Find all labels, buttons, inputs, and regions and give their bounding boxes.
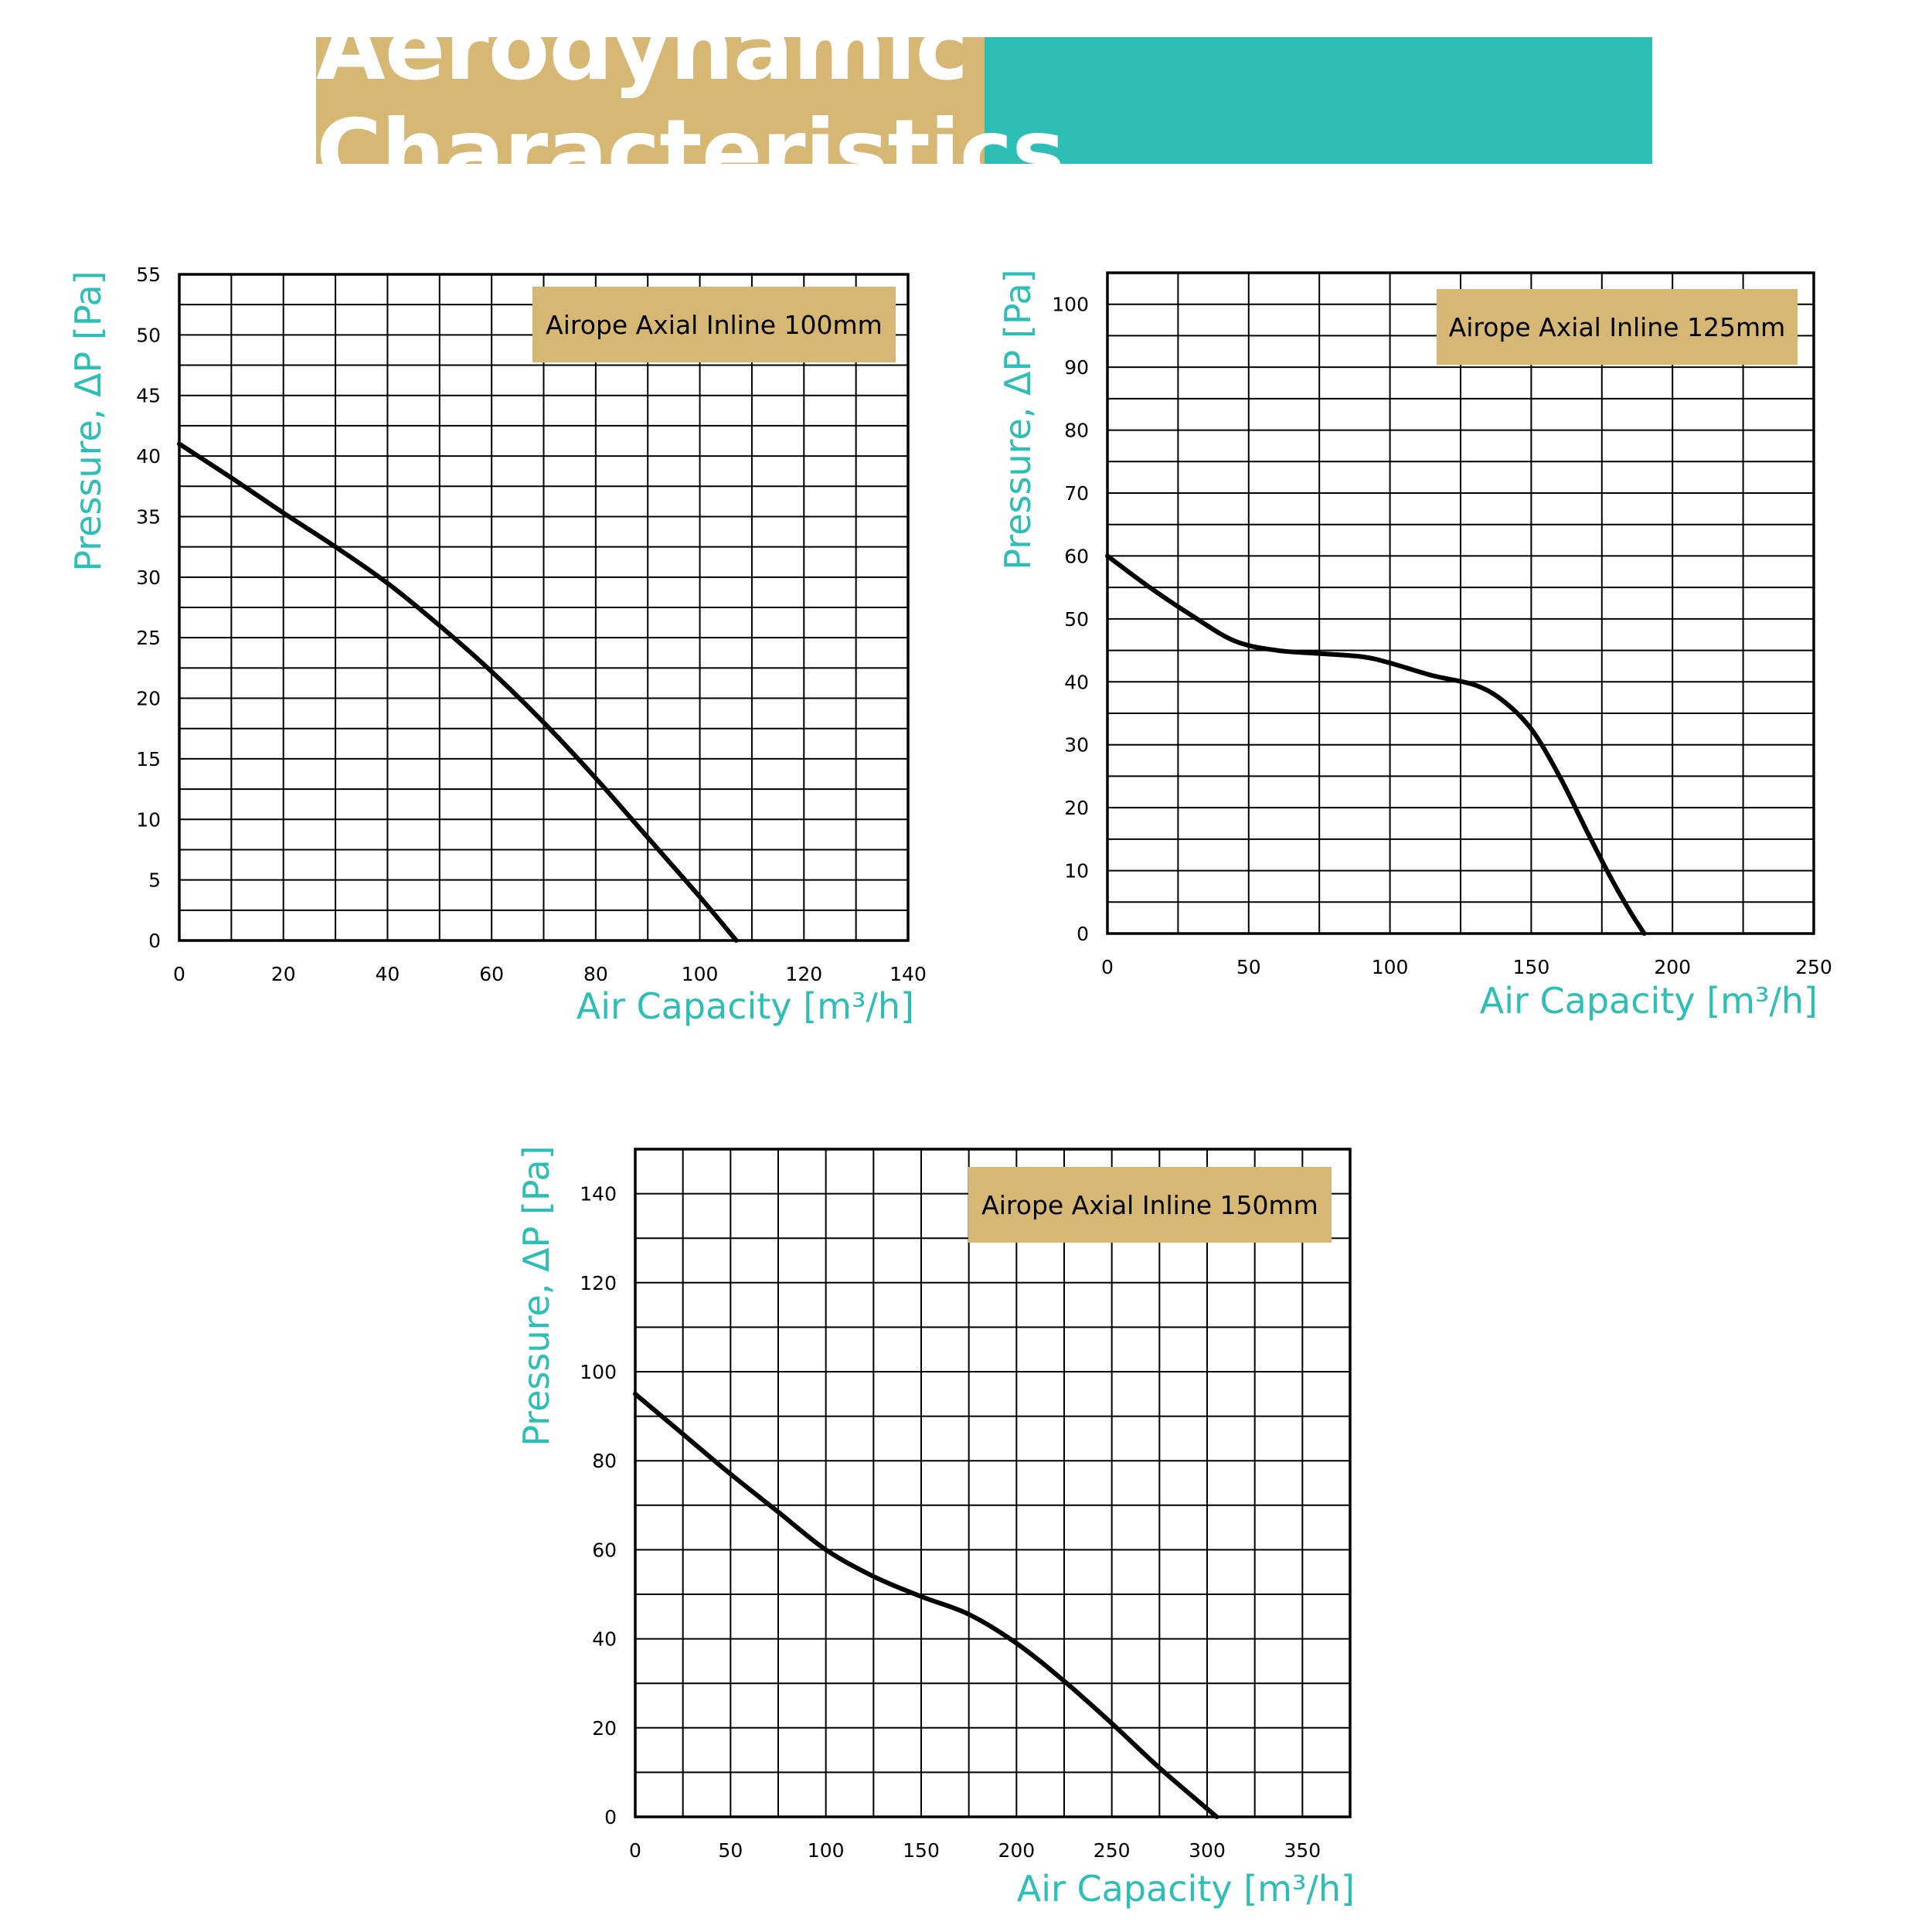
x-tick-label: 50 [1236,956,1261,978]
y-tick-label: 20 [1064,797,1089,819]
x-tick-label: 0 [629,1839,641,1862]
y-tick-label: 25 [136,627,161,649]
y-tick-label: 30 [1064,734,1089,757]
chart-3: 0 50 100 150 200 250 300 350 0 20 40 60 80 100 120 140 A… [515,1145,1355,1910]
x-tick-label: 50 [718,1839,743,1862]
y-tick-label: 80 [1064,420,1089,442]
legend-label: Airope Axial Inline 100mm [546,310,883,340]
y-tick-label: 35 [136,505,161,528]
y-tick-label: 40 [1064,671,1089,693]
x-tick-label: 60 [479,963,504,985]
y-tick-label: 15 [136,748,161,770]
y-tick-label: 30 [136,566,161,589]
y-tick-label: 0 [148,930,161,952]
y-tick-label: 0 [1077,923,1089,945]
x-tick-label: 350 [1284,1839,1321,1862]
grid [179,274,908,940]
y-tick-label: 100 [580,1361,617,1383]
y-tick-label: 40 [136,445,161,468]
x-tick-label: 150 [1513,956,1550,978]
plot-frame [634,1148,1352,1818]
grid [1107,273,1814,934]
x-tick-label: 20 [271,963,296,985]
x-tick-label: 120 [785,963,822,985]
x-tick-label: 200 [998,1839,1035,1862]
plot-frame [178,273,910,942]
x-tick-label: 100 [682,963,719,985]
y-tick-label: 60 [1064,545,1089,567]
chart-2: 0 50 100 150 200 250 0 10 20 30 40 50 60 70 80 90 100 Air… [997,269,1832,1022]
x-tick-label: 0 [1101,956,1114,978]
series-line [177,441,739,943]
y-tick-label: 5 [148,869,161,892]
x-tick-label: 40 [376,963,400,985]
y-tick-label: 80 [592,1450,617,1472]
legend-label: Airope Axial Inline 125mm [1449,312,1786,342]
x-tick-label: 300 [1189,1839,1226,1862]
x-tick-label: 100 [1372,956,1409,978]
x-axis-label: Air Capacity [m³/h] [1480,980,1818,1022]
y-tick-label: 20 [136,688,161,710]
y-tick-label: 120 [580,1272,617,1294]
x-tick-label: 250 [1795,956,1832,978]
y-axis-label: Pressure, ΔP [Pa] [515,1145,557,1446]
x-tick-label: 140 [889,963,927,985]
legend-box [532,287,896,362]
legend-box [968,1167,1332,1243]
grid [635,1149,1350,1817]
y-axis-label: Pressure, ΔP [Pa] [997,269,1039,570]
y-axis-label: Pressure, ΔP [Pa] [67,270,109,571]
x-tick-label: 80 [583,963,608,985]
y-tick-label: 10 [1064,860,1089,883]
x-axis-label: Air Capacity [m³/h] [577,985,914,1027]
banner-left-block [316,37,985,164]
y-tick-label: 55 [136,264,161,286]
chart-1: 0 20 40 60 80 100 120 140 0 5 10 15 20 25 30 35 40 45 50 55… [67,264,927,1027]
x-axis-label: Air Capacity [m³/h] [1017,1868,1355,1910]
y-tick-label: 50 [136,324,161,346]
y-tick-label: 90 [1064,356,1089,379]
series-line [1105,553,1647,936]
legend-label: Airope Axial Inline 150mm [981,1190,1318,1220]
x-tick-label: 150 [903,1839,940,1862]
x-tick-label: 250 [1094,1839,1131,1862]
y-tick-label: 140 [580,1183,617,1206]
y-tick-label: 100 [1052,294,1089,316]
plot-frame [1106,271,1815,935]
x-tick-label: 200 [1654,956,1691,978]
series-line [633,1391,1219,1819]
y-tick-label: 60 [592,1539,617,1561]
y-tick-label: 70 [1064,482,1089,505]
y-tick-label: 10 [136,808,161,831]
banner-right-block [985,37,1652,164]
x-tick-label: 100 [808,1839,845,1862]
y-tick-label: 0 [604,1806,617,1828]
y-tick-label: 20 [592,1717,617,1740]
y-tick-label: 50 [1064,608,1089,631]
y-tick-label: 40 [592,1628,617,1651]
y-tick-label: 45 [136,385,161,407]
x-tick-label: 0 [173,963,185,985]
legend-box [1437,289,1798,365]
